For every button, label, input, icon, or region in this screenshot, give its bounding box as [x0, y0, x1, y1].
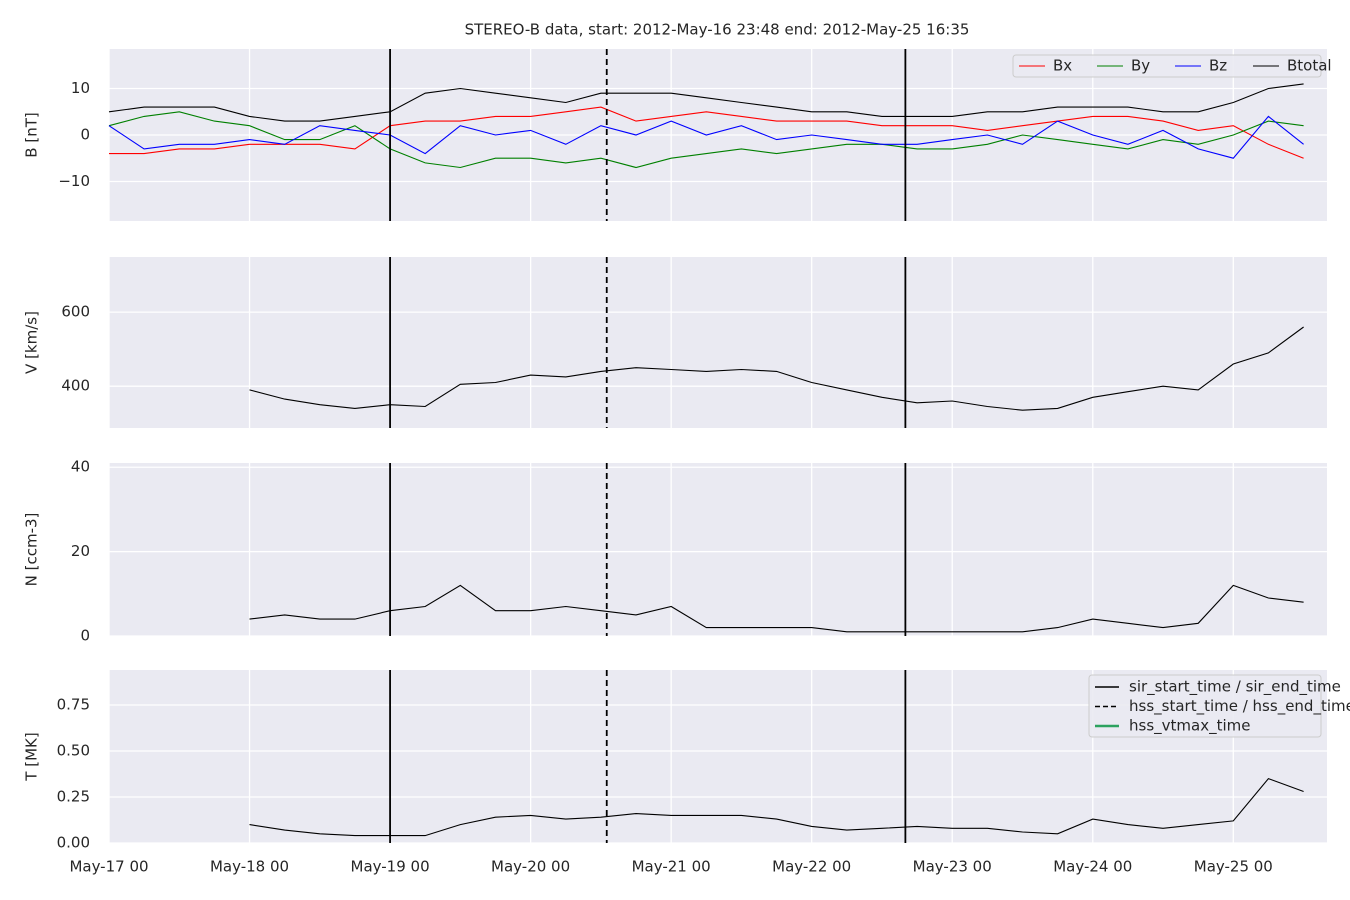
legend-label: By — [1131, 57, 1150, 75]
data-line — [249, 777, 1304, 837]
y-tick-label: 0 — [80, 126, 90, 144]
y-tick-label: 0.50 — [57, 741, 90, 759]
x-tick-label: May-18 00 — [210, 858, 289, 876]
x-tick-label: May-17 00 — [69, 858, 148, 876]
y-tick-label: 400 — [61, 377, 90, 395]
x-tick-label: May-23 00 — [913, 858, 992, 876]
legend-label: Bz — [1209, 57, 1227, 75]
data-line — [249, 584, 1304, 633]
y-tick-label: −10 — [58, 172, 90, 190]
legend-label: hss_start_time / hss_end_time — [1129, 697, 1350, 716]
x-tick-label: May-21 00 — [632, 858, 711, 876]
data-line — [108, 115, 1304, 159]
y-axis-label: V [km/s] — [23, 311, 41, 374]
y-tick-label: 0.00 — [57, 834, 90, 852]
plot-area — [109, 257, 1327, 428]
legend-box — [1088, 674, 1322, 738]
y-tick-label: 0.25 — [57, 787, 90, 805]
legend-label: hss_vtmax_time — [1129, 717, 1250, 736]
plot-area — [109, 463, 1327, 636]
legend-label: Bx — [1053, 57, 1072, 75]
chart-title: STEREO-B data, start: 2012-May-16 23:48 … — [465, 21, 970, 39]
legend-box — [1012, 54, 1322, 78]
y-tick-label: 600 — [61, 303, 90, 321]
legend-label: sir_start_time / sir_end_time — [1129, 678, 1341, 697]
y-tick-label: 0 — [80, 627, 90, 645]
data-line — [109, 106, 1304, 159]
legend-label: Btotal — [1287, 57, 1332, 75]
x-tick-label: May-22 00 — [772, 858, 851, 876]
x-tick-label: May-24 00 — [1053, 858, 1132, 876]
y-tick-label: 20 — [71, 542, 90, 560]
y-tick-label: 0.75 — [57, 695, 90, 713]
data-line — [249, 326, 1304, 411]
y-axis-label: T [MK] — [23, 732, 41, 781]
x-tick-label: May-25 00 — [1194, 858, 1273, 876]
x-tick-label: May-20 00 — [491, 858, 570, 876]
y-axis-label: N [ccm-3] — [23, 513, 41, 587]
data-line — [108, 111, 1304, 169]
y-tick-label: 40 — [71, 458, 90, 476]
x-tick-label: May-19 00 — [351, 858, 430, 876]
y-axis-label: B [nT] — [23, 112, 41, 157]
data-line — [108, 83, 1304, 122]
y-tick-label: 10 — [71, 79, 90, 97]
